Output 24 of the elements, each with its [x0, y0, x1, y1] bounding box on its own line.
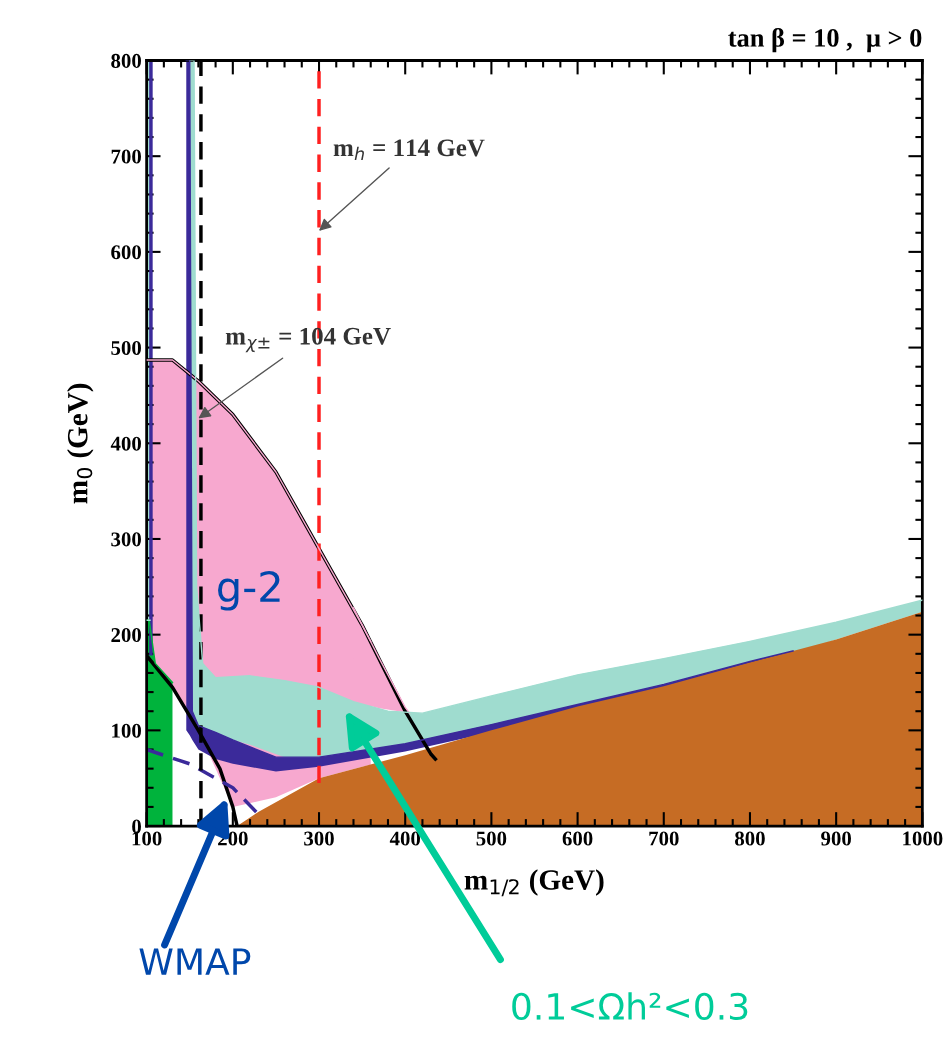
x-tick-label: 500: [476, 831, 507, 846]
y-tick-label: 200: [111, 628, 141, 643]
x-axis-title: m$_{1/2}$ (GeV): [464, 869, 604, 897]
x-tick-label: 1000: [903, 831, 943, 846]
annotation: g-2: [218, 570, 280, 611]
y-tick-label: 500: [111, 340, 141, 356]
text: WMAP: [139, 948, 251, 975]
annotation: m$_{h}$ = 114 GeV: [333, 139, 485, 161]
y-tick-label: 100: [112, 723, 141, 738]
text: 0.1<Ωh²<0.3: [512, 992, 748, 1021]
x-tick-label: 900: [821, 831, 851, 846]
y-axis-title: m$_{0}$ (GeV): [67, 383, 94, 504]
y-tick-label: 700: [111, 149, 141, 164]
x-tick-label: 800: [735, 831, 765, 846]
y-tick-label: 800: [111, 53, 141, 68]
x-tick-label: 400: [389, 831, 421, 846]
y-tick-label: 600: [111, 245, 141, 260]
x-tick-label: 700: [649, 831, 679, 846]
chart-title: tan β = 10 , μ > 0: [728, 28, 922, 53]
y-tick-label: 400: [110, 436, 141, 451]
y-tick-label: 300: [111, 532, 141, 547]
x-tick-label: 300: [304, 831, 334, 846]
annotation: m$_{χ±}$ = 104 GeV: [225, 327, 391, 353]
x-tick-label: 600: [562, 831, 593, 846]
